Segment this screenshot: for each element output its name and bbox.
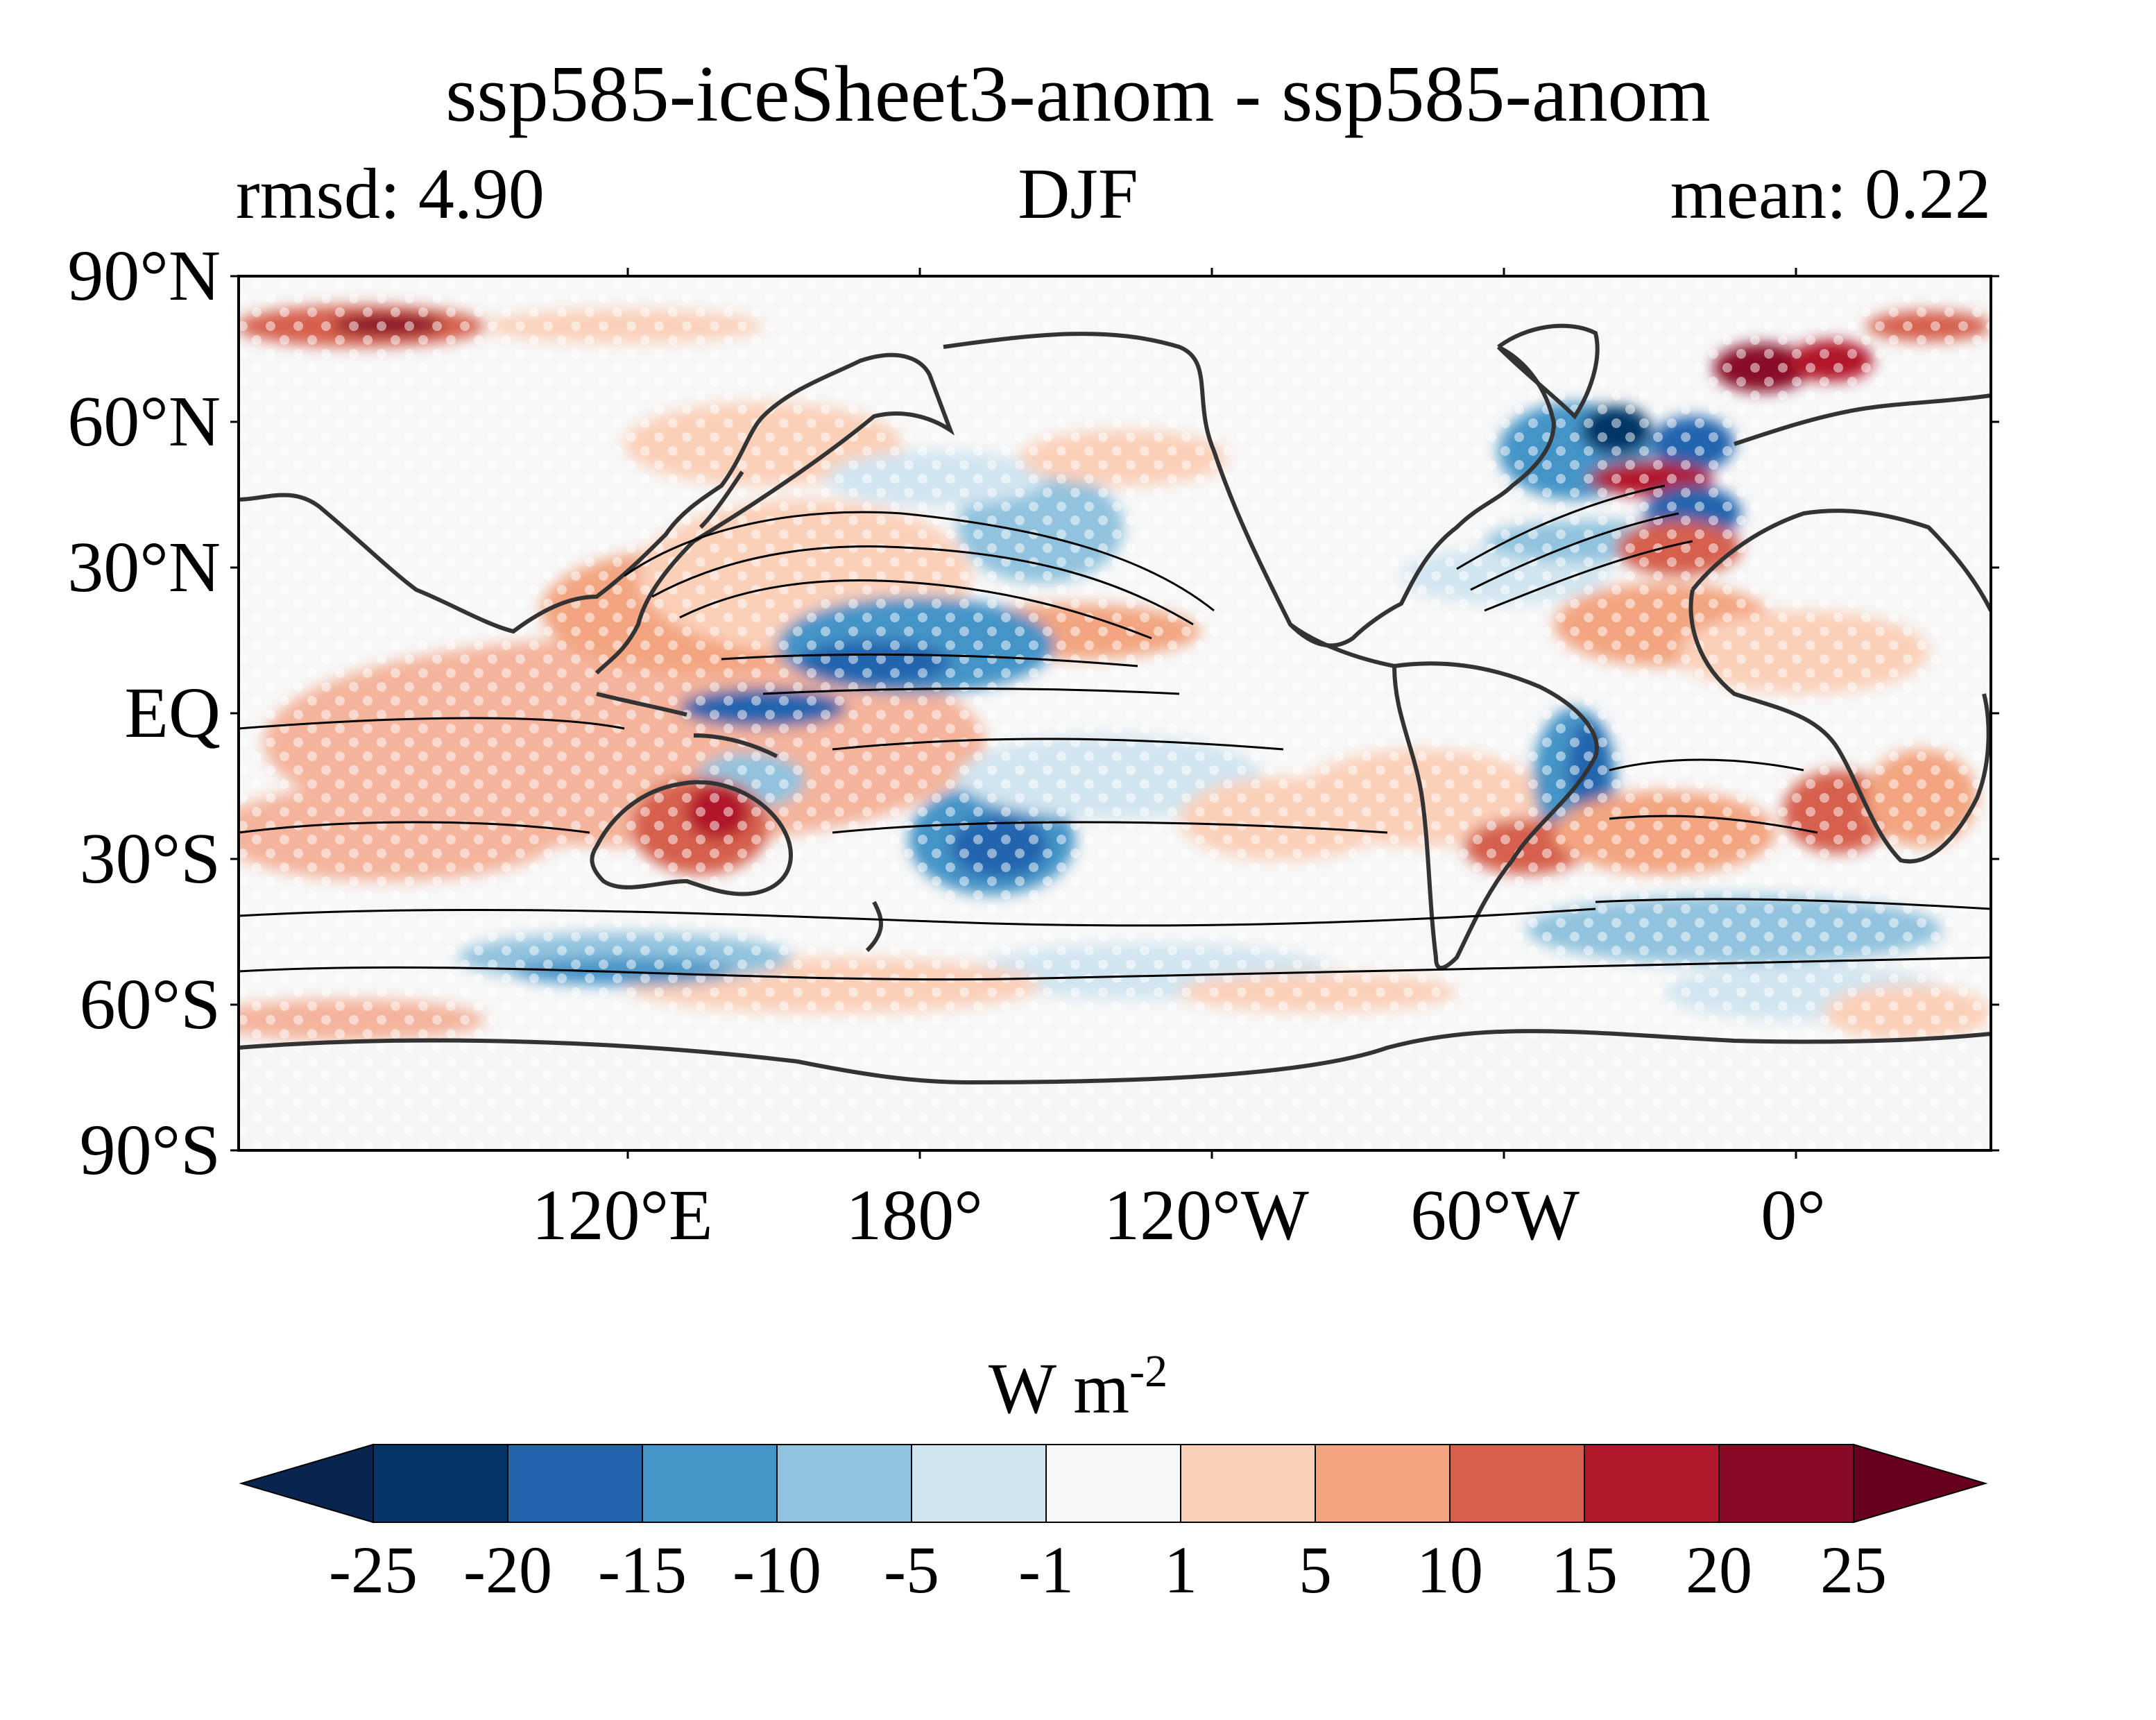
colorbar-segment	[507, 1444, 643, 1523]
lon-label-120w: 120°W	[1104, 1175, 1309, 1255]
colorbar-tick: -15	[598, 1533, 687, 1607]
map-title: ssp585-iceSheet3-anom - ssp585-anom	[445, 50, 1711, 139]
colorbar-unit-exponent: -2	[1129, 1346, 1168, 1397]
colorbar-tick: 10	[1417, 1533, 1483, 1607]
colorbar-unit: W m-2	[0, 1349, 2156, 1425]
colorbar-segment	[1584, 1444, 1720, 1523]
lat-label-60n: 60°N	[67, 382, 221, 461]
lon-label-120e: 120°E	[531, 1175, 713, 1255]
lat-label-60s: 60°S	[79, 964, 221, 1044]
lat-label-30n: 30°N	[67, 527, 221, 607]
colorbar-segment	[776, 1444, 912, 1523]
colorbar-segment	[373, 1444, 508, 1523]
colorbar-segment	[1180, 1444, 1316, 1523]
colorbar-unit-base: W m	[988, 1349, 1130, 1429]
season-label: DJF	[1018, 154, 1138, 234]
lon-label-0: 0°	[1761, 1175, 1826, 1255]
lon-label-60w: 60°W	[1410, 1175, 1580, 1255]
lat-ticks	[230, 275, 1999, 1152]
lat-label-90s: 90°S	[79, 1110, 221, 1190]
colorbar-segment	[1315, 1444, 1451, 1523]
colorbar-segment	[1718, 1444, 1854, 1523]
mean-label: mean: 0.22	[1670, 154, 1991, 234]
lat-label-eq: EQ	[124, 673, 221, 753]
colorbar	[239, 1443, 1988, 1524]
colorbar-segment	[642, 1444, 778, 1523]
lon-ticks	[626, 268, 1797, 1159]
colorbar-tick: -10	[733, 1533, 821, 1607]
colorbar-tick: -25	[329, 1533, 418, 1607]
stippling	[239, 276, 1991, 1150]
climatology-contours	[239, 484, 1991, 981]
lat-label-30s: 30°S	[79, 819, 221, 899]
colorbar-segment	[911, 1444, 1047, 1523]
colorbar-tick: 15	[1551, 1533, 1618, 1607]
colorbar-tick: -5	[884, 1533, 939, 1607]
colorbar-extend-low	[239, 1443, 374, 1524]
colorbar-tick: 20	[1686, 1533, 1752, 1607]
colorbar-extend-high	[1853, 1443, 1988, 1524]
coastlines	[239, 323, 1991, 1085]
colorbar-segment	[1045, 1444, 1181, 1523]
colorbar-tick: 25	[1820, 1533, 1887, 1607]
colorbar-tick: 1	[1164, 1533, 1197, 1607]
colorbar-tick: 5	[1299, 1533, 1332, 1607]
lat-label-90n: 90°N	[67, 236, 221, 316]
lon-label-180: 180°	[846, 1175, 983, 1255]
map-area	[239, 276, 1991, 1150]
colorbar-tick: -1	[1018, 1533, 1074, 1607]
colorbar-segment	[1449, 1444, 1585, 1523]
rmsd-label: rmsd: 4.90	[236, 154, 545, 234]
colorbar-tick: -20	[463, 1533, 552, 1607]
